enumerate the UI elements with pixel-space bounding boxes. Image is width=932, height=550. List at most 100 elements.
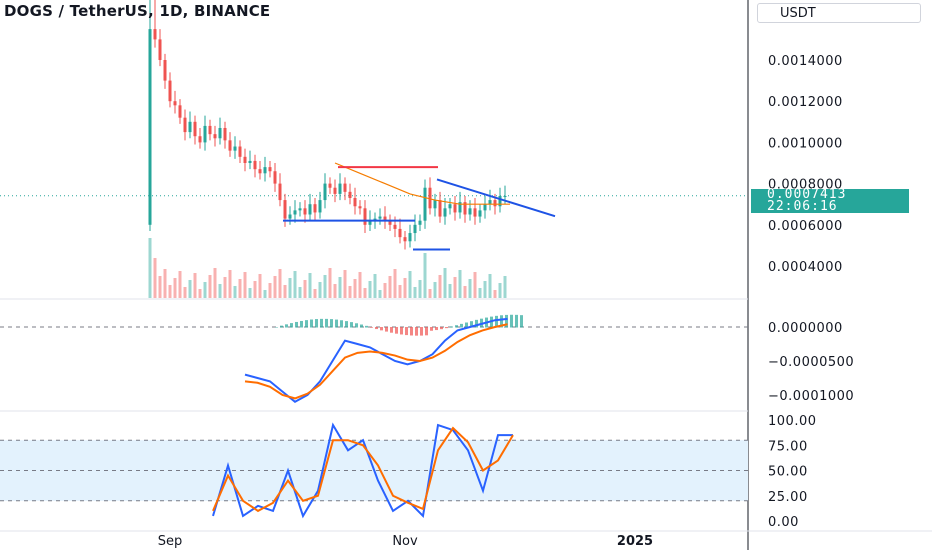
candle-body (363, 208, 367, 225)
volume-bar (278, 269, 282, 298)
volume-bars (148, 238, 507, 298)
candle-body (318, 200, 322, 213)
volume-bar (293, 271, 297, 298)
candle-body (388, 220, 392, 225)
macd-histogram-bar (510, 314, 513, 328)
price-tick-label: 0.0006000 (768, 219, 843, 234)
volume-bar (353, 279, 357, 298)
macd-histogram-bar (360, 324, 363, 328)
volume-bar (188, 280, 192, 298)
volume-bar (378, 290, 382, 298)
candle-body (503, 195, 507, 197)
volume-bar (208, 275, 212, 298)
bar-countdown: 22:06:16 (767, 199, 838, 214)
candle-body (398, 228, 402, 238)
candle-body (233, 146, 237, 151)
candle-body (163, 60, 167, 81)
currency-selector-button[interactable]: USDT (757, 3, 921, 23)
macd-histogram-bar (290, 323, 293, 328)
candle-body (333, 187, 337, 194)
volume-bar (268, 283, 272, 298)
stochastic-tick-label: 75.00 (768, 439, 808, 454)
stochastic-tick-label: 50.00 (768, 465, 808, 480)
price-tick-label: 0.0012000 (768, 95, 843, 110)
volume-bar (223, 277, 227, 298)
volume-bar (178, 271, 182, 298)
macd-histogram-bar (475, 319, 478, 328)
volume-bar (343, 270, 347, 298)
candle-body (243, 156, 247, 163)
candle-body (298, 208, 302, 211)
volume-bar (193, 273, 197, 298)
candle-body (148, 29, 152, 225)
macd-histogram-bar (315, 319, 318, 328)
candle-body (428, 187, 432, 209)
macd-histogram-bar (405, 327, 408, 336)
candle-body (498, 195, 502, 207)
candle-body (448, 204, 452, 209)
macd-histogram-bar (410, 327, 413, 336)
stochastic-tick-label: 100.00 (768, 414, 817, 429)
volume-bar (473, 272, 477, 298)
candle-body (368, 220, 372, 225)
macd-histogram-bar (460, 323, 463, 328)
volume-bar (258, 274, 262, 298)
volume-bar (238, 279, 242, 298)
candle-body (413, 224, 417, 234)
macd-histogram-bar (325, 318, 328, 328)
volume-bar (198, 289, 202, 298)
candle-body (213, 134, 217, 139)
candle-body (463, 202, 467, 215)
drawing-layer (283, 162, 556, 251)
volume-bar (443, 268, 447, 298)
volume-bar (233, 286, 237, 298)
macd-histogram-bar (285, 324, 288, 328)
macd-histogram-bar (300, 320, 303, 328)
volume-bar (448, 284, 452, 298)
candle-body (223, 127, 227, 141)
volume-bar (158, 276, 162, 298)
price-tick-label: 0.0010000 (768, 136, 843, 151)
candle-body (208, 125, 212, 135)
volume-bar (318, 282, 322, 298)
macd-histogram-bar (495, 315, 498, 328)
volume-bar (173, 278, 177, 298)
volume-bar (463, 286, 467, 298)
volume-bar (483, 281, 487, 298)
candle-body (433, 200, 437, 209)
last-price-label: 0.0007413 22:06:16 (751, 188, 909, 214)
candle-body (183, 117, 187, 133)
volume-bar (288, 278, 292, 298)
macd-histogram-bar (500, 315, 503, 328)
candle-body (158, 39, 162, 60)
volume-bar (408, 271, 412, 298)
candle-body (288, 214, 292, 219)
candle-body (483, 204, 487, 211)
macd-histogram-bar (415, 327, 418, 336)
volume-bar (213, 268, 217, 298)
candle-body (393, 224, 397, 229)
macd-tick-label: 0.0000000 (768, 321, 843, 336)
macd-histogram-bar (365, 325, 368, 328)
volume-bar (368, 281, 372, 298)
time-tick-label: Nov (392, 534, 418, 549)
macd-histogram-bar (310, 319, 313, 328)
candle-body (358, 206, 362, 209)
volume-bar (438, 275, 442, 298)
candle-body (408, 233, 412, 242)
volume-bar (303, 280, 307, 298)
candle-body (263, 167, 267, 174)
macd-histogram-bar (350, 322, 353, 328)
volume-bar (453, 277, 457, 298)
candle-body (348, 191, 352, 199)
volume-bar (503, 276, 507, 298)
candle-body (188, 121, 192, 133)
volume-bar (358, 272, 362, 298)
macd-histogram-bar (400, 327, 403, 335)
candle-body (378, 216, 382, 219)
volume-bar (333, 284, 337, 298)
macd-histogram-bar (395, 327, 398, 334)
volume-bar (323, 275, 327, 298)
candle-body (453, 204, 457, 213)
